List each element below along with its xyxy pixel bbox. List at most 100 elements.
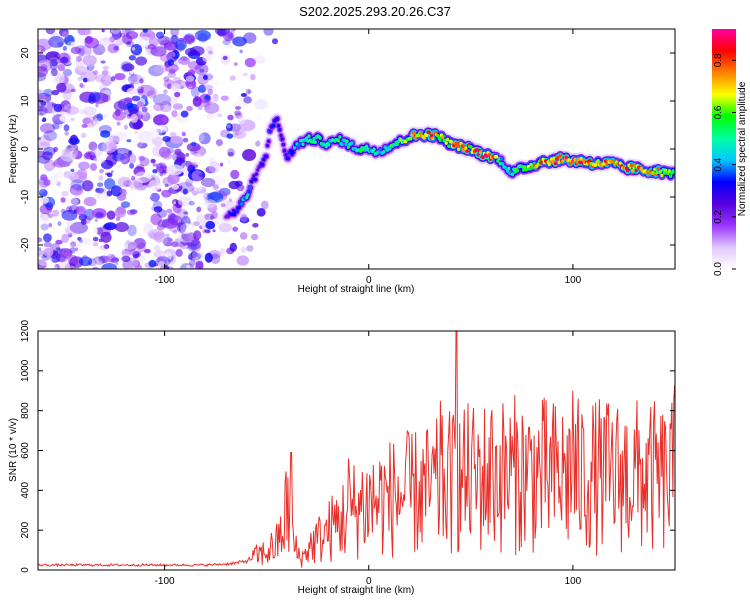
noise-blob — [60, 100, 71, 113]
ridge-blob — [575, 160, 580, 165]
ridge-blob — [252, 174, 256, 178]
ridge-blob — [279, 133, 283, 138]
colorbar-tick-label: 0.4 — [713, 157, 724, 171]
noise-blob — [40, 213, 50, 225]
ridge-blob — [469, 145, 473, 149]
ridge-blob — [521, 168, 526, 172]
noise-blob — [113, 100, 127, 112]
noise-blob — [174, 40, 187, 51]
noise-blob — [52, 122, 60, 130]
snr-panel: -100 0 100 0 200 400 600 800 1000 1200 Height of… — [8, 319, 676, 596]
noise-blob — [124, 97, 133, 103]
noise-blob — [122, 34, 133, 45]
noise-blob — [92, 258, 103, 269]
noise-blob — [212, 94, 219, 103]
ridge-blob — [520, 164, 524, 169]
ridge-blob — [312, 136, 316, 141]
noise-blob — [205, 221, 216, 230]
colorbar: 0.0 0.2 0.4 0.6 0.8 Normalized spectral ampl… — [712, 29, 748, 276]
noise-blob — [181, 231, 197, 242]
noise-blob — [227, 151, 234, 157]
noise-blob — [165, 208, 172, 216]
noise-blob — [210, 215, 214, 220]
ridge-blob — [327, 143, 331, 147]
noise-blob — [191, 170, 203, 182]
ridge-blob — [425, 133, 429, 137]
ridge-blob — [350, 141, 354, 145]
noise-blob — [177, 208, 189, 221]
noise-blob — [114, 207, 126, 218]
ridge-blob — [506, 169, 510, 173]
noise-blob — [164, 252, 172, 261]
noise-blob — [167, 173, 180, 185]
noise-blob — [49, 57, 60, 66]
noise-blob — [162, 37, 168, 42]
noise-blob — [69, 134, 79, 145]
noise-blob — [172, 229, 178, 234]
noise-blob — [203, 84, 214, 91]
ridge-blob — [284, 152, 288, 157]
noise-blob — [99, 51, 103, 55]
noise-blob — [197, 127, 210, 136]
noise-blob — [121, 255, 131, 262]
noise-blob — [209, 157, 216, 164]
noise-blob — [226, 123, 233, 132]
noise-blob — [164, 183, 169, 188]
noise-blob — [234, 180, 243, 187]
x-tick-label: 0 — [366, 275, 372, 286]
noise-blob — [173, 201, 177, 205]
noise-blob — [150, 213, 162, 226]
noise-blob — [51, 103, 56, 107]
noise-blob — [43, 179, 51, 186]
noise-blob — [99, 244, 109, 251]
ridge-blob — [292, 145, 296, 150]
noise-blob — [153, 102, 165, 112]
noise-blob — [133, 140, 143, 148]
x-tick-label: 0 — [366, 576, 372, 587]
ridge-blob — [510, 172, 515, 177]
ridge-blob — [618, 161, 622, 165]
noise-blob — [194, 264, 204, 269]
noise-blob — [93, 156, 105, 165]
noise-blob — [172, 151, 185, 163]
ridge-blob — [460, 144, 464, 148]
ridge-blob — [664, 168, 668, 173]
noise-blob — [43, 88, 54, 97]
noise-blob — [88, 141, 98, 151]
noise-blob — [65, 106, 79, 115]
noise-blob — [99, 56, 105, 62]
x-tick-label: 100 — [565, 275, 582, 286]
noise-blob — [57, 53, 64, 58]
noise-blob — [137, 255, 146, 263]
noise-blob — [166, 164, 184, 176]
noise-blob — [76, 243, 81, 248]
noise-blob — [59, 106, 72, 115]
noise-blob — [129, 71, 134, 75]
noise-blob — [155, 31, 165, 39]
noise-blob — [43, 146, 56, 156]
ridge-blob — [479, 150, 483, 154]
ridge-blob — [552, 156, 556, 160]
noise-blob — [38, 150, 46, 158]
ridge-blob — [475, 148, 479, 152]
noise-blob — [92, 242, 99, 247]
noise-blob — [129, 82, 135, 88]
noise-blob — [56, 248, 63, 253]
noise-blob — [218, 187, 231, 197]
noise-blob — [43, 247, 54, 257]
noise-blob — [78, 213, 88, 221]
ridge-blob — [237, 205, 241, 210]
noise-blob — [38, 135, 52, 147]
ridge-blob — [253, 177, 257, 182]
ridge-blob — [541, 157, 545, 162]
snr-series-line — [38, 331, 675, 568]
noise-blob — [115, 176, 128, 188]
noise-blob — [242, 149, 257, 161]
noise-blob — [219, 248, 226, 255]
noise-blob — [96, 226, 111, 237]
ridge-blob — [513, 170, 517, 174]
noise-blob — [38, 38, 52, 51]
noise-blob — [185, 160, 192, 168]
noise-blob — [190, 153, 203, 165]
ridge-blob — [499, 156, 504, 161]
